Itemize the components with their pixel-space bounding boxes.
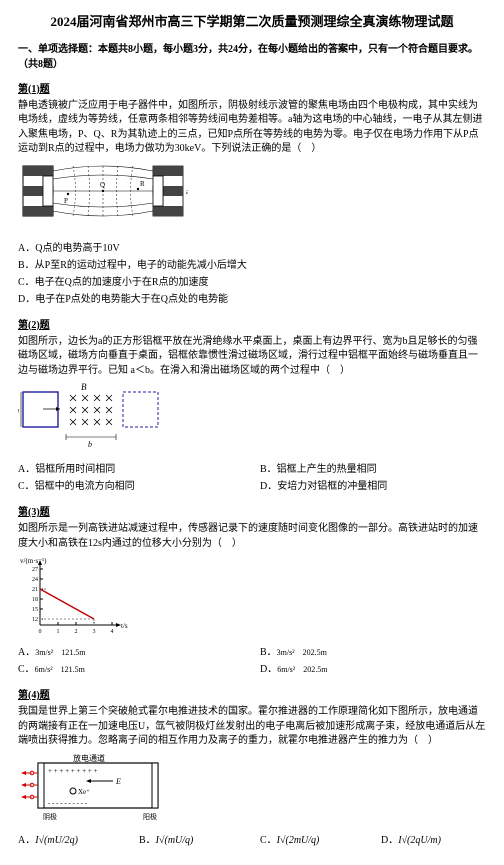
- choice-a: A．Q点的电势高于10V: [18, 240, 486, 257]
- svg-text:P: P: [64, 197, 68, 205]
- choice-d: D．电子在P点处的电势能大于在Q点处的电势能: [18, 291, 486, 308]
- svg-text:Q: Q: [100, 181, 105, 189]
- svg-text:t/s: t/s: [121, 622, 128, 630]
- choice-a: A．铝框所用时间相同: [18, 461, 244, 478]
- svg-text:+: +: [30, 796, 33, 801]
- choice-c: C．6m/s² 121.5m: [18, 661, 244, 678]
- svg-text:2: 2: [75, 629, 78, 635]
- choice-b: B．从P至R的运动过程中，电子的动能先减小后增大: [18, 257, 486, 274]
- svg-text:18: 18: [32, 597, 38, 603]
- choice-d: D．I√(2qU/m): [381, 832, 486, 849]
- choice-b: B．铝框上产生的热量相同: [260, 461, 486, 478]
- q3-head: 第(3)题: [18, 505, 486, 520]
- q3-choices: A．3m/s² 121.5m B．3m/s² 202.5m C．6m/s² 12…: [18, 644, 486, 678]
- q4-figure: 放电通道 阴极 阳极 + + + + + + + + + - - - - - -…: [18, 753, 486, 828]
- q4-head: 第(4)题: [18, 688, 486, 703]
- q1-figure: P Q R a: [18, 161, 486, 236]
- choice-d: D．6m/s² 202.5m: [260, 661, 486, 678]
- svg-text:4: 4: [111, 629, 114, 635]
- svg-text:阴极: 阴极: [43, 812, 57, 821]
- svg-text:v/(m·s⁻¹): v/(m·s⁻¹): [20, 557, 47, 565]
- svg-text:24: 24: [32, 577, 38, 583]
- svg-text:+: +: [30, 772, 33, 777]
- choice-c: C．电子在Q点的加速度小于在R点的加速度: [18, 274, 486, 291]
- svg-text:B: B: [81, 382, 87, 392]
- q2-figure: a B b: [18, 382, 486, 457]
- q3-figure: v/(m·s⁻¹) t/s 12 15 18 21 24 27 0 1 2 3 …: [18, 555, 486, 640]
- svg-text:a: a: [186, 188, 188, 196]
- section-heading: 一、单项选择题：本题共8小题，每小题3分，共24分，在每小题给出的答案中，只有一…: [18, 42, 486, 72]
- choice-b: B．3m/s² 202.5m: [260, 644, 486, 661]
- svg-text:12: 12: [32, 617, 38, 623]
- q2-head: 第(2)题: [18, 318, 486, 333]
- q3-text: 如图所示是一列高铁进站减速过程中，传感器记录下的速度随时间变化图像的一部分。高铁…: [18, 522, 486, 551]
- q1-choices: A．Q点的电势高于10V B．从P至R的运动过程中，电子的动能先减小后增大 C．…: [18, 240, 486, 308]
- svg-text:Xe⁺: Xe⁺: [78, 788, 90, 796]
- svg-text:a: a: [18, 406, 19, 415]
- q1-head: 第(1)题: [18, 82, 486, 97]
- svg-text:+ + + + + + + + +: + + + + + + + + +: [48, 767, 98, 775]
- svg-text:27: 27: [32, 567, 38, 573]
- choice-a: A．I√(mU/2q): [18, 832, 123, 849]
- choice-b: B．I√(mU/q): [139, 832, 244, 849]
- choice-d: D．安培力对铝框的冲量相同: [260, 478, 486, 495]
- q4-choices: A．I√(mU/2q) B．I√(mU/q) C．I√(2mU/q) D．I√(…: [18, 832, 486, 849]
- choice-a: A．3m/s² 121.5m: [18, 644, 244, 661]
- svg-text:放电通道: 放电通道: [73, 753, 105, 763]
- q1-text: 静电透镜被广泛应用于电子器件中，如图所示，阴极射线示波管的聚焦电场由四个电极构成…: [18, 99, 486, 157]
- svg-text:b: b: [88, 440, 92, 449]
- svg-text:R: R: [140, 180, 145, 188]
- q2-text: 如图所示，边长为a的正方形铝框平放在光滑绝缘水平桌面上，桌面上有边界平行、宽为b…: [18, 335, 486, 379]
- svg-text:15: 15: [32, 607, 38, 613]
- choice-c: C．I√(2mU/q): [260, 832, 365, 849]
- choice-c: C．铝框中的电流方向相同: [18, 478, 244, 495]
- svg-text:0: 0: [39, 629, 42, 635]
- q4-text: 我国是世界上第三个突破舱式霍尔电推进技术的国家。霍尔推进器的工作原理简化如下图所…: [18, 705, 486, 749]
- svg-text:+: +: [30, 784, 33, 789]
- q2-choices: A．铝框所用时间相同 B．铝框上产生的热量相同 C．铝框中的电流方向相同 D．安…: [18, 461, 486, 495]
- svg-text:E: E: [115, 777, 121, 786]
- svg-text:21: 21: [32, 587, 38, 593]
- svg-text:1: 1: [57, 629, 60, 635]
- svg-text:3: 3: [93, 629, 96, 635]
- svg-text:阳极: 阳极: [143, 812, 157, 821]
- svg-text:- - - - - - - - - -: - - - - - - - - - -: [48, 799, 88, 807]
- page-title: 2024届河南省郑州市高三下学期第二次质量预测理综全真演练物理试题: [18, 12, 486, 32]
